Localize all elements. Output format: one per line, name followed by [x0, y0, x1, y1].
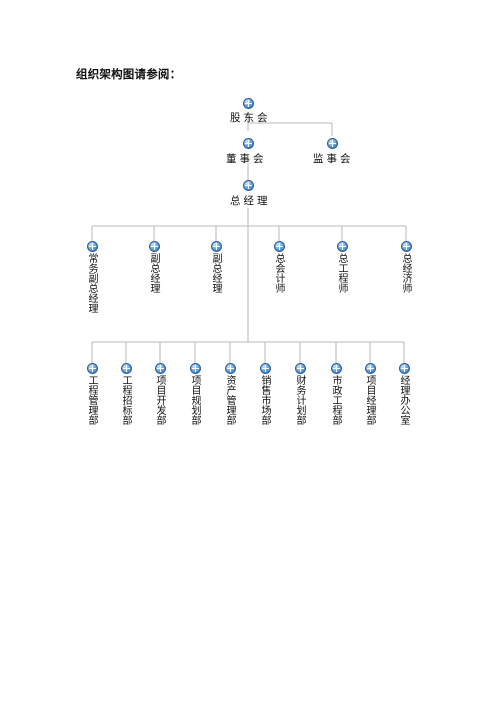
dept-node-icon	[121, 363, 132, 374]
exec-label: 总经济师	[400, 253, 411, 293]
dept-node-icon	[225, 363, 236, 374]
shareholders-node-icon	[243, 98, 254, 109]
dept-label: 工程招标部	[120, 375, 131, 425]
exec-node-icon	[401, 241, 412, 252]
dept-node-icon	[295, 363, 306, 374]
page-heading: 组织架构图请参阅：	[76, 67, 182, 81]
dept-node-icon	[260, 363, 271, 374]
board-node-icon	[243, 138, 254, 149]
dept-node-icon	[190, 363, 201, 374]
dept-label: 经理办公室	[398, 375, 409, 425]
dept-label: 工程管理部	[86, 375, 97, 425]
exec-node-icon	[211, 241, 222, 252]
dept-label: 项目经理部	[364, 375, 375, 425]
exec-label: 总会计师	[273, 253, 284, 293]
dept-label: 销售市场部	[259, 375, 270, 425]
exec-node-icon	[274, 241, 285, 252]
supervisors-node-icon	[327, 138, 338, 149]
supervisors-label: 监事会	[313, 153, 354, 165]
dept-node-icon	[87, 363, 98, 374]
dept-label: 项目开发部	[154, 375, 165, 425]
gm-node-icon	[243, 180, 254, 191]
exec-label: 副总经理	[148, 253, 159, 293]
exec-label: 常务副总经理	[86, 253, 97, 313]
dept-label: 项目规划部	[189, 375, 200, 425]
dept-label: 财务计划部	[294, 375, 305, 425]
board-label: 董事会	[226, 153, 267, 165]
exec-node-icon	[149, 241, 160, 252]
exec-node-icon	[337, 241, 348, 252]
dept-node-icon	[399, 363, 410, 374]
dept-node-icon	[155, 363, 166, 374]
exec-node-icon	[87, 241, 98, 252]
shareholders-label: 股东会	[230, 112, 271, 124]
dept-label: 市政工程部	[330, 375, 341, 425]
gm-label: 总经理	[230, 195, 271, 207]
dept-label: 资产管理部	[224, 375, 235, 425]
exec-label: 总工程师	[336, 253, 347, 293]
exec-label: 副总经理	[210, 253, 221, 293]
dept-node-icon	[365, 363, 376, 374]
dept-node-icon	[331, 363, 342, 374]
